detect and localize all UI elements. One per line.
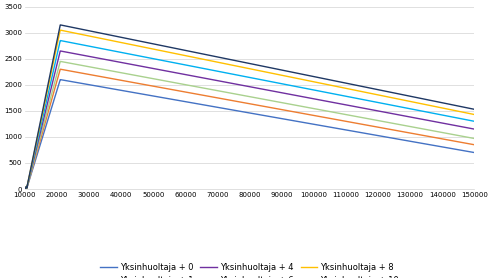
Yksinhuoltaja + 8 (58, 28, 63, 32)
Yksinhuoltaja + 4 (22, 187, 28, 191)
Yksinhuoltaja + 1 (229, 99, 235, 102)
Yksinhuoltaja + 1 (459, 141, 464, 144)
Yksinhuoltaja + 6 (376, 101, 382, 104)
Yksinhuoltaja + 2 (376, 119, 382, 122)
Yksinhuoltaja + 4 (471, 127, 477, 131)
Yksinhuoltaja + 10 (241, 61, 246, 64)
Yksinhuoltaja + 4 (58, 49, 63, 53)
Yksinhuoltaja + 10 (471, 108, 477, 111)
Yksinhuoltaja + 4 (376, 110, 382, 113)
Yksinhuoltaja + 10 (45, 83, 51, 87)
Yksinhuoltaja + 6 (241, 75, 246, 78)
Yksinhuoltaja + 4 (459, 125, 464, 128)
Yksinhuoltaja + 8 (241, 66, 246, 69)
Yksinhuoltaja + 0 (459, 149, 464, 152)
Line: Yksinhuoltaja + 4: Yksinhuoltaja + 4 (25, 51, 474, 189)
Yksinhuoltaja + 6 (459, 117, 464, 120)
Line: Yksinhuoltaja + 0: Yksinhuoltaja + 0 (25, 80, 474, 189)
Yksinhuoltaja + 6 (471, 120, 477, 123)
Yksinhuoltaja + 8 (471, 113, 477, 116)
Yksinhuoltaja + 2 (471, 137, 477, 140)
Yksinhuoltaja + 6 (22, 187, 28, 191)
Yksinhuoltaja + 10 (376, 88, 382, 91)
Yksinhuoltaja + 2 (58, 60, 63, 63)
Yksinhuoltaja + 0 (58, 78, 63, 81)
Yksinhuoltaja + 8 (459, 110, 464, 114)
Yksinhuoltaja + 0 (22, 187, 28, 191)
Yksinhuoltaja + 4 (229, 82, 235, 85)
Yksinhuoltaja + 1 (45, 111, 51, 115)
Yksinhuoltaja + 10 (22, 187, 28, 191)
Yksinhuoltaja + 10 (229, 58, 235, 61)
Yksinhuoltaja + 6 (58, 39, 63, 42)
Yksinhuoltaja + 2 (45, 106, 51, 110)
Yksinhuoltaja + 0 (45, 118, 51, 121)
Yksinhuoltaja + 2 (241, 94, 246, 97)
Yksinhuoltaja + 10 (459, 105, 464, 108)
Yksinhuoltaja + 2 (459, 134, 464, 138)
Yksinhuoltaja + 8 (376, 93, 382, 97)
Yksinhuoltaja + 2 (22, 187, 28, 191)
Yksinhuoltaja + 0 (471, 151, 477, 154)
Yksinhuoltaja + 4 (45, 100, 51, 103)
Yksinhuoltaja + 1 (471, 143, 477, 147)
Line: Yksinhuoltaja + 2: Yksinhuoltaja + 2 (25, 61, 474, 189)
Line: Yksinhuoltaja + 1: Yksinhuoltaja + 1 (25, 69, 474, 189)
Yksinhuoltaja + 0 (376, 134, 382, 137)
Legend: Yksinhuoltaja + 0, Yksinhuoltaja + 1, Yksinhuoltaja + 2, Yksinhuoltaja + 4, Yksi: Yksinhuoltaja + 0, Yksinhuoltaja + 1, Yk… (100, 262, 400, 278)
Yksinhuoltaja + 0 (229, 108, 235, 111)
Yksinhuoltaja + 0 (241, 110, 246, 114)
Yksinhuoltaja + 8 (459, 110, 464, 113)
Line: Yksinhuoltaja + 10: Yksinhuoltaja + 10 (25, 25, 474, 189)
Yksinhuoltaja + 6 (45, 93, 51, 97)
Line: Yksinhuoltaja + 8: Yksinhuoltaja + 8 (25, 30, 474, 189)
Yksinhuoltaja + 4 (459, 125, 464, 128)
Yksinhuoltaja + 1 (241, 101, 246, 104)
Yksinhuoltaja + 0 (459, 149, 464, 152)
Yksinhuoltaja + 2 (229, 92, 235, 95)
Yksinhuoltaja + 8 (229, 63, 235, 67)
Yksinhuoltaja + 1 (459, 141, 464, 144)
Yksinhuoltaja + 8 (45, 87, 51, 90)
Yksinhuoltaja + 1 (376, 126, 382, 129)
Yksinhuoltaja + 6 (459, 117, 464, 120)
Yksinhuoltaja + 10 (459, 105, 464, 108)
Yksinhuoltaja + 2 (459, 135, 464, 138)
Line: Yksinhuoltaja + 6: Yksinhuoltaja + 6 (25, 41, 474, 189)
Yksinhuoltaja + 6 (229, 72, 235, 76)
Yksinhuoltaja + 1 (58, 68, 63, 71)
Yksinhuoltaja + 4 (241, 84, 246, 87)
Yksinhuoltaja + 10 (58, 23, 63, 27)
Yksinhuoltaja + 1 (22, 187, 28, 191)
Yksinhuoltaja + 8 (22, 187, 28, 191)
